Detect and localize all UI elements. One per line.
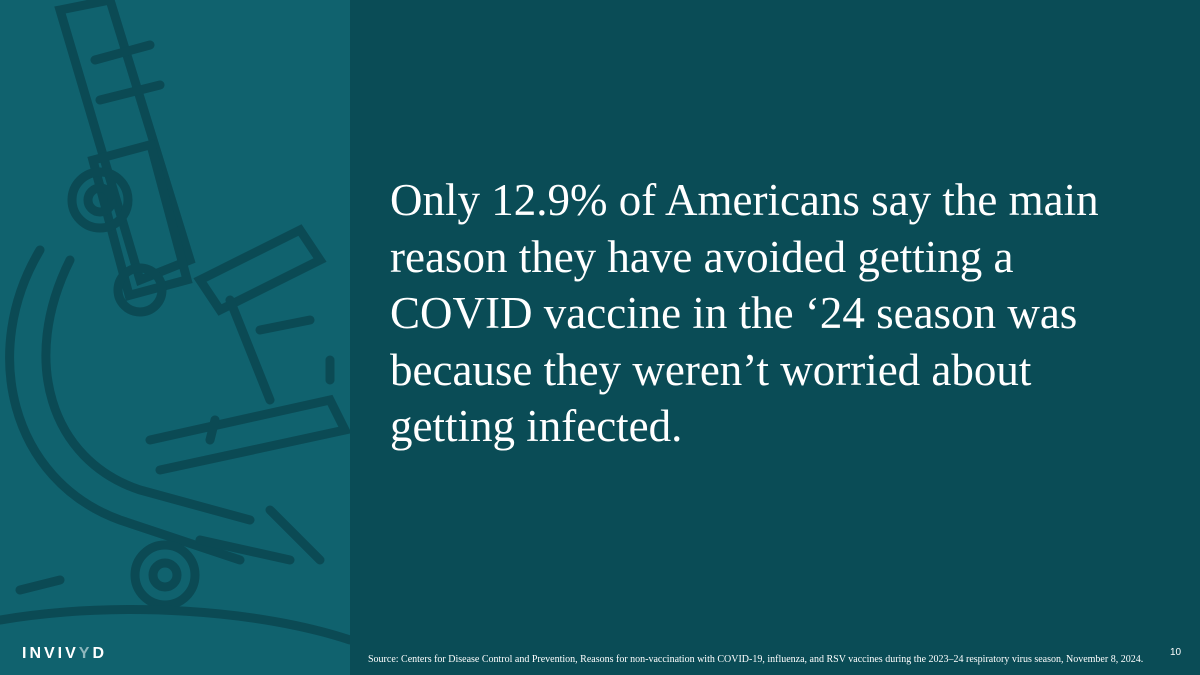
microscope-icon — [0, 0, 350, 645]
invivyd-logo: INVIVYD — [22, 645, 107, 663]
source-citation: Source: Centers for Disease Control and … — [368, 654, 1144, 665]
logo-text-end: D — [92, 645, 108, 662]
headline: Only 12.9% of Americans say the main rea… — [390, 175, 1099, 451]
logo-accent: Y — [78, 645, 93, 662]
microscope-illustration-panel — [0, 0, 350, 675]
logo-text: INVIV — [22, 645, 79, 662]
page-number: 10 — [1170, 647, 1182, 658]
